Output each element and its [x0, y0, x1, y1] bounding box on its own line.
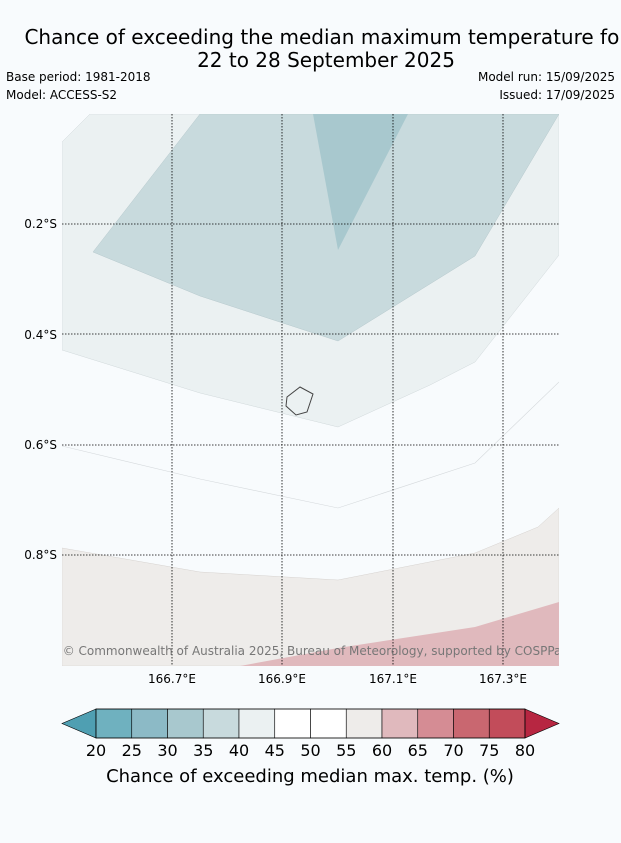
colorbar-segment — [274, 708, 311, 739]
colorbar-tick-label: 70 — [443, 741, 463, 760]
colorbar-segment — [488, 708, 526, 739]
model-run-text: Model run: 15/09/2025 — [477, 70, 615, 84]
base-period-text: Base period: 1981-2018 — [6, 70, 151, 84]
colorbar-tick-label: 40 — [229, 741, 249, 760]
colorbar-tick-label: 20 — [86, 741, 106, 760]
probability-field — [62, 114, 559, 666]
lon-label-166-7: 166.7°E — [148, 672, 196, 686]
colorbar-segment — [453, 708, 490, 739]
lat-label-0-8: 0.8°S — [24, 548, 57, 562]
colorbar-segment — [345, 708, 383, 739]
colorbar-segment — [381, 708, 419, 739]
meta-left: Base period: 1981-2018 Model: ACCESS-S2 — [6, 68, 151, 104]
colorbar-segment — [95, 708, 133, 739]
lon-label-167-3: 167.3°E — [479, 672, 527, 686]
map-title: Chance of exceeding the median maximum t… — [0, 26, 621, 72]
colorbar-outline — [95, 708, 526, 739]
lat-label-0-6: 0.6°S — [24, 438, 57, 452]
title-line-1: Chance of exceeding the median maximum t… — [24, 25, 621, 49]
colorbar: 20 25 30 35 40 45 50 55 60 65 70 75 80 Chance of exc… — [61, 708, 560, 787]
colorbar-tick-label: 45 — [265, 741, 285, 760]
meta-right: Model run: 15/09/2025 Issued: 17/09/2025 — [478, 68, 615, 104]
colorbar-label: Chance of exceeding median max. temp. (%… — [106, 766, 514, 787]
gridlines — [62, 114, 559, 666]
contour-60-65 — [240, 602, 559, 666]
colorbar-segment — [167, 708, 204, 739]
title-line-2: 22 to 28 September 2025 — [197, 48, 455, 72]
colorbar-tick-label: 50 — [300, 741, 320, 760]
colorbar-tick-label: 30 — [157, 741, 177, 760]
colorbar-segment — [417, 708, 454, 739]
contour-35-40 — [92, 114, 559, 342]
colorbar-high-extend — [524, 708, 560, 739]
colorbar-segment — [310, 708, 347, 739]
colorbar-low-extend — [61, 708, 97, 739]
colorbar-tick-label: 60 — [372, 741, 392, 760]
colorbar-segments — [95, 708, 526, 739]
model-text: Model: ACCESS-S2 — [6, 88, 118, 102]
colorbar-tick-label: 75 — [479, 741, 499, 760]
colorbar-segment — [131, 708, 168, 739]
colorbar-tick-label: 80 — [515, 741, 535, 760]
contour-55-60 — [62, 507, 559, 666]
colorbar-segment — [202, 708, 240, 739]
nauru-island-coastline — [285, 386, 314, 416]
colorbar-tick-label: 65 — [408, 741, 428, 760]
colorbar-tick-label: 25 — [122, 741, 142, 760]
lat-tick-labels: 0.2°S 0.4°S 0.6°S 0.8°S — [24, 217, 57, 562]
colorbar-tick-label: 55 — [336, 741, 356, 760]
lon-tick-labels: 166.7°E 166.9°E 167.1°E 167.3°E — [148, 672, 527, 686]
contour-30-35 — [313, 114, 408, 250]
colorbar-segment — [238, 708, 276, 739]
issued-text: Issued: 17/09/2025 — [499, 88, 615, 102]
colorbar-tick-label: 35 — [193, 741, 213, 760]
lat-label-0-4: 0.4°S — [24, 328, 57, 342]
lat-label-0-2: 0.2°S — [24, 217, 57, 231]
lon-label-167-1: 167.1°E — [369, 672, 417, 686]
lon-label-166-9: 166.9°E — [258, 672, 306, 686]
copyright-text: © Commonwealth of Australia 2025, Bureau… — [63, 644, 568, 658]
colorbar-tick-labels: 20 25 30 35 40 45 50 55 60 65 70 75 80 — [86, 741, 535, 760]
